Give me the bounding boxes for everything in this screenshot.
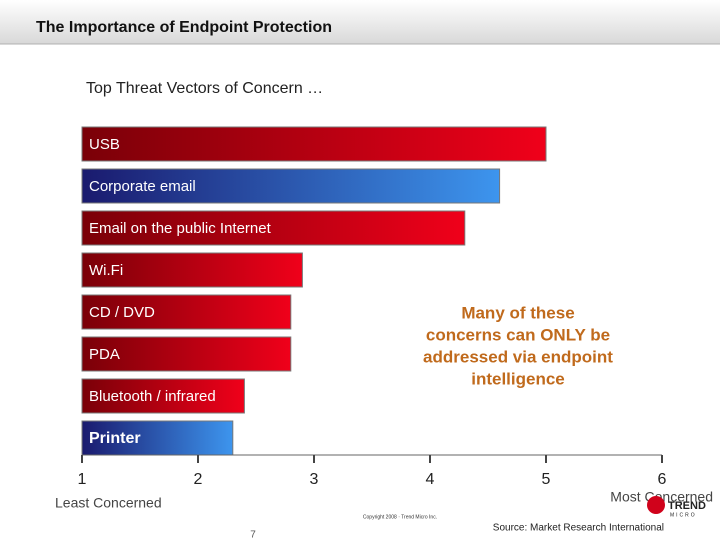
bar [81,420,234,456]
annotation: addressed via endpoint [423,347,613,366]
slide-title: The Importance of Endpoint Protection [36,19,332,36]
annotation: Many of these [461,303,574,322]
bar-label: Corporate email [89,178,196,195]
bar-label: Wi.Fi [89,262,123,279]
bar-label: Bluetooth / infrared [89,388,216,405]
logo-mark [647,496,665,514]
bar [81,126,547,162]
annotation: concerns can ONLY be [426,325,610,344]
x-tick-label: 6 [658,471,667,488]
x-tick-label: 2 [194,471,203,488]
bar-label: Email on the public Internet [89,220,272,237]
bar-label: USB [89,136,120,153]
bar [81,168,501,204]
x-low-label: Least Concerned [55,495,162,511]
copyright: Copyright 2008 · Trend Micro Inc. [363,514,437,520]
bar [81,336,292,372]
logo-bottom: MICRO [670,512,697,518]
bar [81,252,303,288]
bar-label: CD / DVD [89,304,155,321]
x-tick-label: 3 [310,471,319,488]
bar [81,210,466,246]
logo-top: TREND [668,500,706,512]
bar-label: Printer [89,430,141,447]
x-tick-label: 5 [542,471,551,488]
x-high-label: Most Concerned [610,489,713,505]
page-number: 7 [250,530,256,540]
x-tick-label: 1 [78,471,87,488]
annotation: intelligence [471,369,565,388]
source: Source: Market Research International [493,523,664,534]
chart-title: Top Threat Vectors of Concern … [86,80,323,97]
header-band [0,0,720,44]
bar [81,294,292,330]
x-tick-label: 4 [426,471,435,488]
bar [81,378,245,414]
bar-label: PDA [89,346,120,363]
